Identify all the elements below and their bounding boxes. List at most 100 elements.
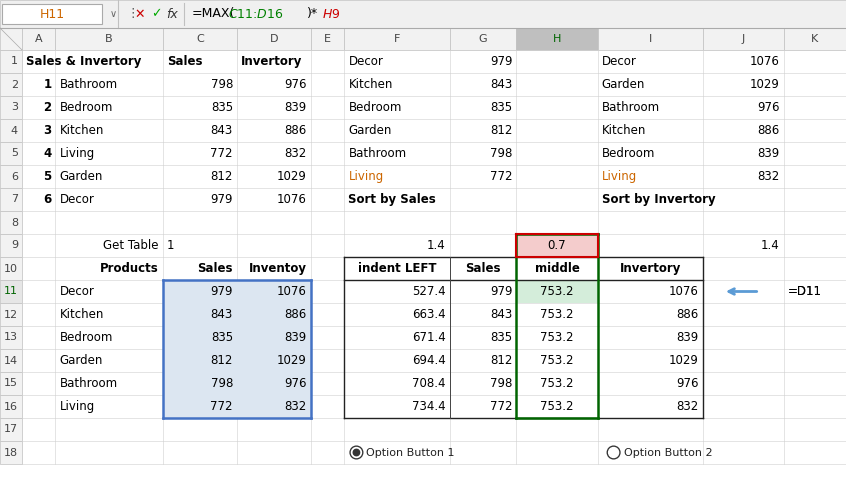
Text: 812: 812 bbox=[490, 354, 513, 367]
Text: 843: 843 bbox=[490, 308, 513, 321]
Text: =D11: =D11 bbox=[788, 285, 822, 298]
Text: 976: 976 bbox=[676, 377, 699, 390]
Text: Inventoy: Inventoy bbox=[249, 262, 307, 275]
Text: Living: Living bbox=[59, 147, 95, 160]
Text: 5: 5 bbox=[11, 148, 18, 159]
Text: Invertory: Invertory bbox=[619, 262, 681, 275]
Bar bbox=[344, 28, 449, 50]
Text: 0.7: 0.7 bbox=[547, 239, 566, 252]
Text: 979: 979 bbox=[211, 193, 233, 206]
Text: Sales: Sales bbox=[167, 55, 202, 68]
Text: Decor: Decor bbox=[59, 193, 94, 206]
Bar bbox=[163, 395, 237, 418]
Bar bbox=[0, 257, 22, 280]
Text: Decor: Decor bbox=[349, 55, 383, 68]
Text: 835: 835 bbox=[491, 331, 513, 344]
Bar bbox=[56, 28, 163, 50]
Text: 832: 832 bbox=[677, 400, 699, 413]
Bar bbox=[0, 73, 22, 96]
Circle shape bbox=[351, 447, 361, 457]
Text: 839: 839 bbox=[758, 147, 780, 160]
Text: 4: 4 bbox=[11, 125, 18, 135]
Text: 14: 14 bbox=[4, 356, 18, 366]
Text: 839: 839 bbox=[285, 101, 307, 114]
Text: 979: 979 bbox=[490, 55, 513, 68]
Circle shape bbox=[608, 447, 618, 457]
Bar bbox=[163, 372, 237, 395]
Bar bbox=[597, 28, 703, 50]
Text: 527.4: 527.4 bbox=[412, 285, 446, 298]
Bar bbox=[449, 28, 516, 50]
Bar bbox=[163, 28, 237, 50]
Text: 886: 886 bbox=[758, 124, 780, 137]
Text: 886: 886 bbox=[677, 308, 699, 321]
Text: Sort by Sales: Sort by Sales bbox=[349, 193, 437, 206]
Text: 708.4: 708.4 bbox=[412, 377, 446, 390]
Bar bbox=[0, 372, 22, 395]
Text: 976: 976 bbox=[284, 78, 307, 91]
Bar bbox=[163, 280, 237, 303]
Text: 1.4: 1.4 bbox=[761, 239, 780, 252]
Text: Bathroom: Bathroom bbox=[59, 377, 118, 390]
Text: 832: 832 bbox=[285, 147, 307, 160]
Text: Products: Products bbox=[100, 262, 159, 275]
Text: 12: 12 bbox=[4, 310, 18, 319]
Text: 671.4: 671.4 bbox=[412, 331, 446, 344]
Text: 753.2: 753.2 bbox=[541, 331, 574, 344]
Text: 3: 3 bbox=[43, 124, 52, 137]
Text: ✕: ✕ bbox=[135, 7, 146, 20]
Text: ∨: ∨ bbox=[110, 9, 117, 19]
Bar bbox=[237, 349, 311, 372]
Text: Get Table: Get Table bbox=[103, 239, 159, 252]
Text: 1076: 1076 bbox=[750, 55, 780, 68]
Bar bbox=[163, 349, 237, 372]
Text: 798: 798 bbox=[211, 377, 233, 390]
Text: 839: 839 bbox=[677, 331, 699, 344]
Text: 1029: 1029 bbox=[277, 170, 307, 183]
Text: 1076: 1076 bbox=[669, 285, 699, 298]
Text: 1029: 1029 bbox=[669, 354, 699, 367]
Text: 832: 832 bbox=[758, 170, 780, 183]
Text: =D11: =D11 bbox=[788, 285, 822, 298]
Text: H11: H11 bbox=[40, 7, 64, 20]
Text: 798: 798 bbox=[490, 147, 513, 160]
Text: Sales: Sales bbox=[465, 262, 501, 275]
Bar bbox=[0, 142, 22, 165]
Text: 812: 812 bbox=[211, 170, 233, 183]
Text: Bathroom: Bathroom bbox=[59, 78, 118, 91]
Text: I: I bbox=[649, 34, 651, 44]
Text: 9: 9 bbox=[11, 241, 18, 250]
Text: 832: 832 bbox=[285, 400, 307, 413]
Text: 1: 1 bbox=[167, 239, 174, 252]
Text: 753.2: 753.2 bbox=[541, 354, 574, 367]
Text: 8: 8 bbox=[11, 218, 18, 228]
Bar bbox=[0, 234, 22, 257]
Text: 976: 976 bbox=[757, 101, 780, 114]
Bar bbox=[311, 28, 344, 50]
Text: 753.2: 753.2 bbox=[541, 308, 574, 321]
Text: Sales & Invertory: Sales & Invertory bbox=[26, 55, 141, 68]
Bar bbox=[0, 418, 22, 441]
Bar bbox=[0, 280, 22, 303]
Text: 2: 2 bbox=[43, 101, 52, 114]
Text: 15: 15 bbox=[4, 378, 18, 388]
Text: F: F bbox=[393, 34, 400, 44]
Text: Kitchen: Kitchen bbox=[349, 78, 393, 91]
Bar bbox=[0, 211, 22, 234]
Bar bbox=[237, 326, 311, 349]
Bar bbox=[0, 326, 22, 349]
Bar bbox=[0, 28, 22, 50]
Text: 2: 2 bbox=[11, 79, 18, 89]
Text: Bathroom: Bathroom bbox=[349, 147, 407, 160]
Text: 976: 976 bbox=[284, 377, 307, 390]
Text: $C$11:$D$16: $C$11:$D$16 bbox=[228, 7, 283, 20]
Text: middle: middle bbox=[535, 262, 580, 275]
Bar bbox=[237, 372, 311, 395]
Text: 835: 835 bbox=[491, 101, 513, 114]
Text: 4: 4 bbox=[43, 147, 52, 160]
Text: E: E bbox=[324, 34, 332, 44]
Text: 18: 18 bbox=[4, 447, 18, 457]
Bar bbox=[0, 303, 22, 326]
Bar bbox=[0, 50, 22, 73]
Text: 753.2: 753.2 bbox=[541, 285, 574, 298]
